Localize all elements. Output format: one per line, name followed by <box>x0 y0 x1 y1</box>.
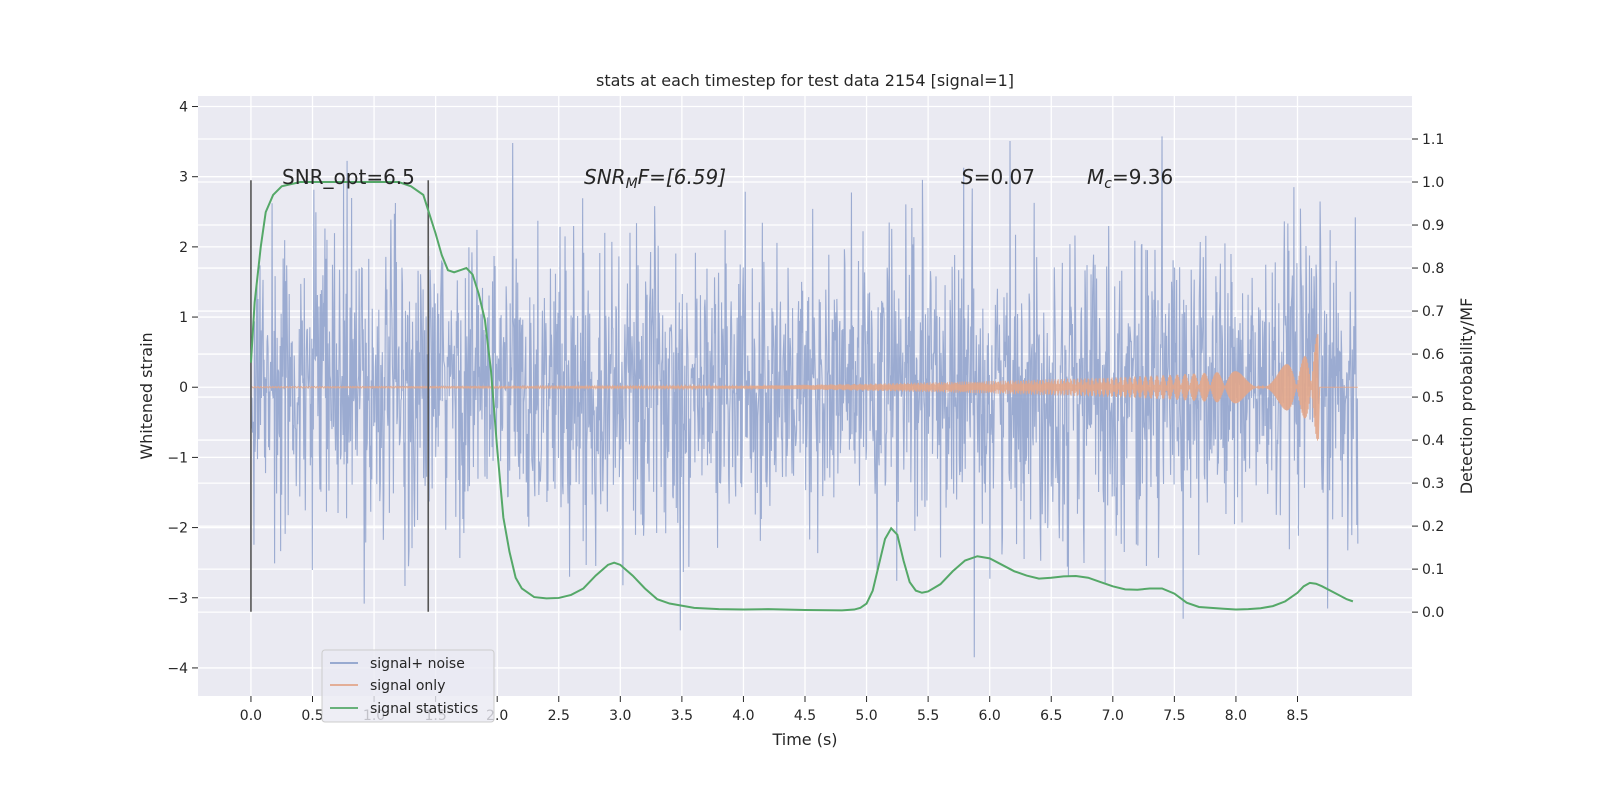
y2-tick-label: 0.7 <box>1422 304 1444 320</box>
y2-axis-ticks: 1.1 1.0 0.9 0.8 0.7 0.6 0.5 0.4 0.3 0.2 0.1 0.0 <box>1412 132 1444 621</box>
vertical-markers <box>250 180 430 612</box>
annotation-mc: Mc=9.36 <box>1087 165 1173 192</box>
legend-box <box>321 649 495 723</box>
y-axis-ticks: 4 3 2 1 0 −1 −2 −3 −4 <box>167 100 198 677</box>
x-tick-label: 5.5 <box>917 708 939 724</box>
x-tick-label: 4.0 <box>732 708 754 724</box>
x-tick-label: 7.0 <box>1102 708 1124 724</box>
y-tick-label: 4 <box>179 100 188 116</box>
y-tick-label: −3 <box>167 591 188 607</box>
annotation-snr-mf-var: SNR <box>584 165 626 189</box>
annotation-mc-val: =9.36 <box>1112 165 1173 189</box>
legend-label-signal-statistics: signal statistics <box>370 701 478 717</box>
x-tick-label: 5.0 <box>855 708 877 724</box>
annotation-snr-mf-sub: M <box>626 176 638 192</box>
annotation-mc-sub: c <box>1104 176 1112 192</box>
x-tick-label: 0.5 <box>301 708 323 724</box>
x-tick-label: 7.5 <box>1163 708 1185 724</box>
y-axis-label: Whitened strain <box>137 332 156 459</box>
y-tick-label: −4 <box>167 661 188 677</box>
y-tick-label: −2 <box>167 521 188 537</box>
y2-tick-label: 0.4 <box>1422 433 1444 449</box>
signal-statistics-line <box>249 181 1354 612</box>
annotation-mc-var: M <box>1087 165 1104 189</box>
x-tick-label: 2.5 <box>548 708 570 724</box>
x-tick-label: 3.5 <box>671 708 693 724</box>
annotation-snr-mf: SNRMF=[6.59] <box>584 165 726 192</box>
annotation-s-var: S <box>961 165 974 189</box>
annotation-snr-mf-tail: F=[6.59] <box>638 165 726 189</box>
y2-tick-label: 0.3 <box>1422 476 1444 492</box>
x-tick-label: 0.0 <box>240 708 262 724</box>
y2-tick-label: 1.1 <box>1422 132 1444 148</box>
y2-tick-label: 0.9 <box>1422 218 1444 234</box>
x-tick-label: 8.0 <box>1225 708 1247 724</box>
y2-tick-label: 0.6 <box>1422 347 1444 363</box>
y2-tick-label: 0.0 <box>1422 605 1444 621</box>
y2-axis-label: Detection probability/MF <box>1457 298 1476 495</box>
x-tick-label: 6.5 <box>1040 708 1062 724</box>
y2-tick-label: 1.0 <box>1422 175 1444 191</box>
x-axis-label: Time (s) <box>771 730 837 749</box>
annotation-s-val: =0.07 <box>974 165 1035 189</box>
y-tick-label: 1 <box>179 310 188 326</box>
signal-statistics-series <box>249 181 1354 612</box>
y2-tick-label: 0.5 <box>1422 390 1444 406</box>
chart-title: stats at each timestep for test data 215… <box>596 71 1014 90</box>
x-tick-label: 4.5 <box>794 708 816 724</box>
y2-tick-label: 0.8 <box>1422 261 1444 277</box>
y-tick-label: −1 <box>167 450 188 466</box>
y2-tick-label: 0.1 <box>1422 562 1444 578</box>
annotation-s: S=0.07 <box>961 165 1035 189</box>
legend-label-signal-only: signal only <box>370 678 445 694</box>
y-tick-label: 0 <box>179 380 188 396</box>
y-tick-label: 3 <box>179 170 188 186</box>
y2-tick-label: 0.2 <box>1422 519 1444 535</box>
legend: signal+ noise signal only signal statist… <box>321 649 495 723</box>
annotation-snr-opt: SNR_opt=6.5 <box>282 165 415 189</box>
legend-label-signal-noise: signal+ noise <box>370 656 465 672</box>
signal-noise-line <box>250 136 1359 658</box>
signal-noise-series <box>250 136 1359 658</box>
x-tick-label: 3.0 <box>609 708 631 724</box>
x-tick-label: 8.5 <box>1286 708 1308 724</box>
y-tick-label: 2 <box>179 240 188 256</box>
x-tick-label: 6.0 <box>979 708 1001 724</box>
